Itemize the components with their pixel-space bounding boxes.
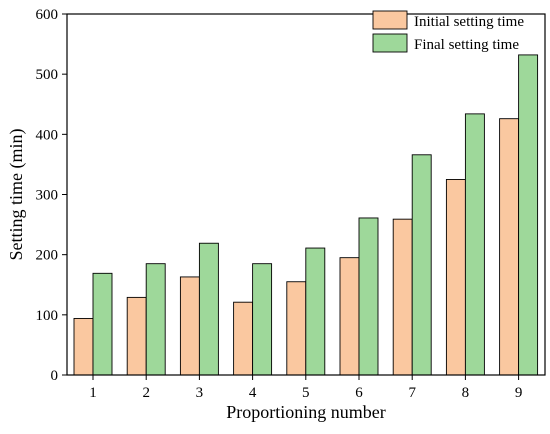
x-tick-label: 2 [142, 385, 150, 401]
x-tick-label: 8 [462, 385, 470, 401]
x-tick-label: 5 [302, 385, 310, 401]
bar-initial-8 [445, 179, 466, 376]
bar-initial-9 [499, 118, 520, 376]
bar-initial-5 [286, 281, 307, 376]
legend-swatch-initial [372, 10, 408, 30]
x-tick-label: 4 [249, 385, 257, 401]
bar-initial-4 [233, 301, 254, 376]
x-tick-label: 9 [515, 385, 523, 401]
legend-swatch-final [372, 33, 408, 53]
bar-final-9 [518, 54, 539, 376]
bar-final-5 [305, 247, 326, 376]
x-tick-label: 1 [89, 385, 97, 401]
legend-label-initial: Initial setting time [414, 14, 524, 30]
bar-initial-7 [392, 218, 413, 376]
y-axis-title: Setting time (min) [6, 129, 27, 261]
bar-initial-3 [179, 276, 200, 376]
y-tick-label: 600 [36, 7, 59, 23]
bar-final-6 [358, 217, 379, 376]
y-tick-label: 100 [36, 308, 59, 324]
bar-initial-6 [339, 257, 360, 376]
bar-final-7 [411, 154, 432, 376]
y-tick-label: 400 [36, 127, 59, 143]
legend-label-final: Final setting time [414, 37, 519, 53]
x-tick-label: 6 [355, 385, 363, 401]
bar-final-1 [92, 272, 113, 376]
y-tick-label: 500 [36, 67, 59, 83]
x-tick-label: 3 [196, 385, 204, 401]
y-axis: 0 100 200 300 400 500 600 [36, 7, 67, 384]
y-tick-label: 0 [51, 368, 59, 384]
y-tick-label: 300 [36, 188, 59, 204]
bar-final-8 [464, 113, 485, 376]
bar-final-3 [198, 242, 219, 376]
bar-initial-1 [73, 317, 94, 376]
bar-final-2 [145, 263, 166, 376]
x-tick-label: 7 [408, 385, 416, 401]
legend: Initial setting time Final setting time [372, 10, 524, 53]
bars-group [73, 54, 539, 376]
y-tick-label: 200 [36, 248, 59, 264]
bar-initial-2 [126, 296, 147, 376]
x-axis: 1 2 3 4 5 6 7 8 9 [89, 375, 522, 401]
x-axis-title: Proportioning number [226, 402, 386, 422]
bar-final-4 [252, 263, 273, 376]
